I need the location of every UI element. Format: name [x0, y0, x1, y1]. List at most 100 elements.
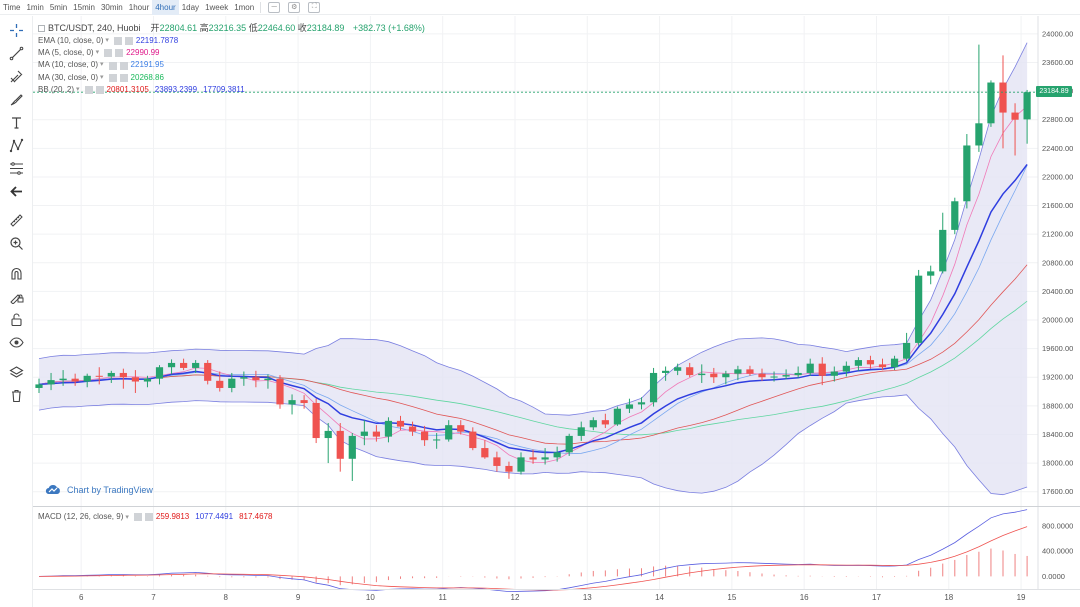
- macd-value: 259.9813: [155, 512, 190, 521]
- time-tick-label: 12: [511, 593, 520, 602]
- candle-body: [698, 373, 706, 376]
- chart-type-icon[interactable]: ⏤: [268, 1, 281, 13]
- interval-1min[interactable]: 1min: [26, 2, 44, 12]
- pitchfork-icon[interactable]: [8, 68, 25, 85]
- trend-line-icon[interactable]: [8, 45, 25, 62]
- settings-icon[interactable]: [108, 61, 117, 70]
- candle-body: [59, 378, 67, 381]
- interval-4hour[interactable]: 4hour: [152, 0, 179, 15]
- time-tick-label: 17: [872, 593, 881, 602]
- crosshair-icon[interactable]: [8, 22, 25, 39]
- price-tick-label: 22000.00: [1042, 172, 1073, 181]
- fullscreen-icon[interactable]: ⛶: [308, 1, 321, 13]
- chevron-down-icon[interactable]: ▾: [76, 85, 80, 93]
- time-tick-label: 6: [79, 593, 84, 602]
- chevron-down-icon[interactable]: ▾: [125, 513, 129, 521]
- last-price-badge: 23184.89: [1036, 86, 1072, 97]
- candle-body: [553, 452, 561, 458]
- chevron-down-icon[interactable]: ▾: [105, 37, 109, 44]
- indicator-value: 22191.95: [130, 60, 164, 70]
- indicator-value: 20268.86: [130, 72, 164, 82]
- chevron-down-icon[interactable]: ▾: [100, 61, 104, 69]
- close-label: 收: [297, 23, 307, 33]
- interval-15min[interactable]: 15min: [73, 2, 95, 12]
- low-value: 22464.60: [257, 23, 296, 33]
- tradingview-watermark[interactable]: Chart by TradingView: [45, 484, 153, 495]
- interval-1mon[interactable]: 1mon: [234, 2, 255, 12]
- high-value: 23216.35: [208, 23, 247, 33]
- candle-body: [264, 378, 272, 381]
- candle-body: [601, 420, 609, 425]
- candle-body: [746, 369, 754, 374]
- time-tick-label: 11: [439, 593, 448, 602]
- candle-body: [216, 380, 224, 388]
- watermark-text: Chart by TradingView: [67, 484, 153, 495]
- collapse-legend-icon[interactable]: [38, 25, 45, 32]
- interval-30min[interactable]: 30min: [100, 2, 123, 12]
- macd-value: 1077.4491: [195, 512, 234, 521]
- eye-icon[interactable]: [8, 334, 25, 351]
- text-tool-icon[interactable]: [8, 114, 25, 131]
- ruler-icon[interactable]: [8, 212, 25, 229]
- candle-body: [878, 364, 887, 368]
- interval-1hour[interactable]: 1hour: [128, 2, 150, 12]
- unlock-icon[interactable]: [8, 311, 25, 328]
- price-tick-label: 22800.00: [1042, 115, 1073, 124]
- price-tick-label: 18000.00: [1042, 459, 1073, 468]
- indicator-row: EMA (10, close, 0) ▾ 22191.7878: [38, 35, 425, 47]
- brush-icon[interactable]: [8, 91, 25, 108]
- back-arrow-icon[interactable]: [8, 183, 25, 200]
- interval-5min[interactable]: 5min: [49, 2, 68, 12]
- candle-body: [818, 363, 826, 376]
- bb-lower-line: [38, 394, 1028, 496]
- macd-legend: MACD (12, 26, close, 9) ▾ 259.9813 1077.4…: [38, 512, 278, 521]
- close-icon[interactable]: [144, 512, 153, 521]
- fib-retracement-icon[interactable]: [8, 160, 25, 177]
- candle-body: [830, 371, 838, 376]
- zoom-in-icon[interactable]: [8, 235, 25, 252]
- settings-icon[interactable]: [108, 73, 117, 82]
- chevron-down-icon[interactable]: ▾: [95, 49, 100, 57]
- candle-body: [577, 427, 585, 436]
- interval-list: Time 1min 5min 15min 30min 1hour 4hour 1day 1wee…: [0, 0, 257, 15]
- pattern-icon[interactable]: [8, 137, 25, 154]
- indicator-value: 22191.7878: [135, 36, 179, 45]
- settings-icon[interactable]: [133, 512, 142, 521]
- low-label: 低: [248, 23, 258, 33]
- candle-body: [288, 400, 296, 405]
- close-icon[interactable]: [119, 73, 128, 82]
- candle-body: [155, 367, 164, 379]
- settings-gear-icon[interactable]: ⚙: [288, 1, 301, 13]
- settings-icon[interactable]: [113, 37, 122, 46]
- candle-body: [457, 425, 465, 432]
- candle-body: [674, 367, 682, 371]
- settings-icon[interactable]: [84, 85, 93, 94]
- close-icon[interactable]: [95, 85, 104, 94]
- lock-drawing-icon[interactable]: [8, 288, 25, 305]
- chart-area[interactable]: 24000.0023600.0023200.0022800.0022400.00…: [33, 16, 1080, 607]
- trash-icon[interactable]: [8, 387, 25, 404]
- candle-body: [662, 370, 670, 373]
- candle-body: [903, 342, 911, 359]
- magnet-icon[interactable]: [8, 265, 25, 282]
- interval-time[interactable]: Time: [3, 2, 21, 12]
- layers-icon[interactable]: [8, 364, 25, 381]
- candle-body: [228, 378, 236, 388]
- open-label: 开: [150, 23, 160, 33]
- close-icon[interactable]: [115, 49, 124, 58]
- chevron-down-icon[interactable]: ▾: [100, 73, 104, 81]
- indicator-row: BB (20, 2) ▾ 20801.3105 23893.2399 17709.381…: [38, 84, 425, 96]
- price-tick-label: 22400.00: [1042, 144, 1073, 153]
- macd-line: [38, 509, 1028, 593]
- interval-1day[interactable]: 1day: [181, 2, 200, 12]
- candle-body: [300, 400, 308, 403]
- price-chart[interactable]: 24000.0023600.0023200.0022800.0022400.00…: [33, 16, 1080, 607]
- candle-body: [180, 362, 188, 368]
- candle-body: [276, 378, 284, 405]
- close-icon[interactable]: [119, 61, 128, 70]
- close-icon[interactable]: [124, 37, 133, 46]
- interval-toolbar: Time 1min 5min 15min 30min 1hour 4hour 1day 1wee…: [0, 0, 1080, 15]
- settings-icon[interactable]: [104, 49, 113, 58]
- price-tick-label: 17600.00: [1042, 487, 1073, 496]
- interval-1week[interactable]: 1week: [205, 2, 229, 12]
